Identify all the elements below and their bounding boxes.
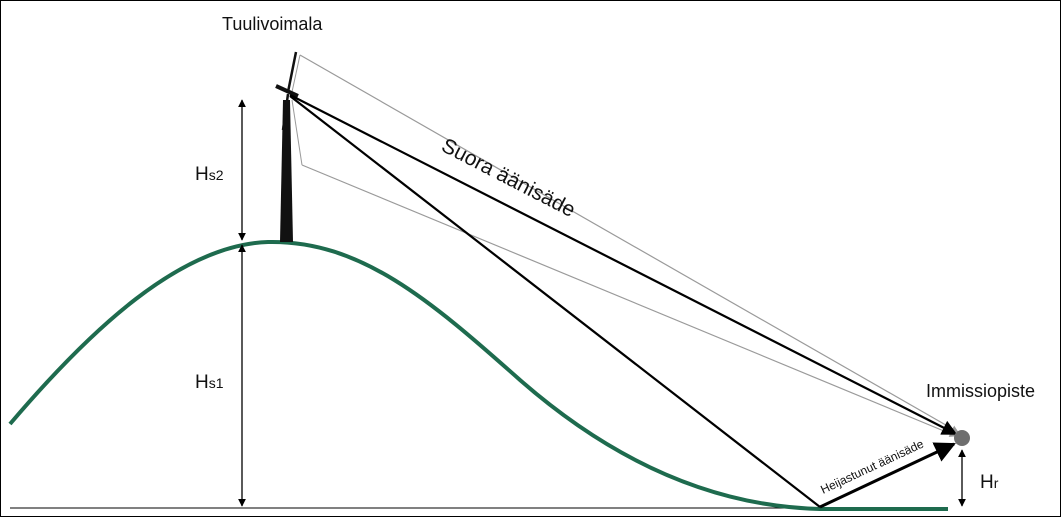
- faint-blade-bottom: [291, 99, 303, 166]
- receiver-point: [954, 430, 970, 446]
- terrain-curve: [8, 239, 948, 511]
- faint-ray-lower: [301, 164, 957, 437]
- reflected-ray-down: [289, 95, 821, 508]
- turbine-blade-upper: [286, 51, 298, 93]
- hr-label: Hr: [980, 472, 999, 493]
- turbine-blade-lower: [281, 93, 290, 131]
- turbine-tower: [280, 100, 293, 242]
- hs1-label: Hs1: [195, 372, 224, 393]
- turbine-label: Tuulivoimala: [222, 14, 323, 34]
- reflected-ray-label: Heijastunut äänisäde: [818, 437, 926, 497]
- faint-blade-top: [291, 54, 301, 93]
- hs2-label: Hs2: [195, 164, 224, 185]
- direct-ray-label: Suora äänisäde: [438, 134, 579, 222]
- faint-ray-upper: [299, 54, 959, 433]
- reflected-ray-up: [819, 442, 956, 509]
- receiver-label: Immissiopiste: [926, 381, 1035, 401]
- direct-ray: [289, 94, 958, 435]
